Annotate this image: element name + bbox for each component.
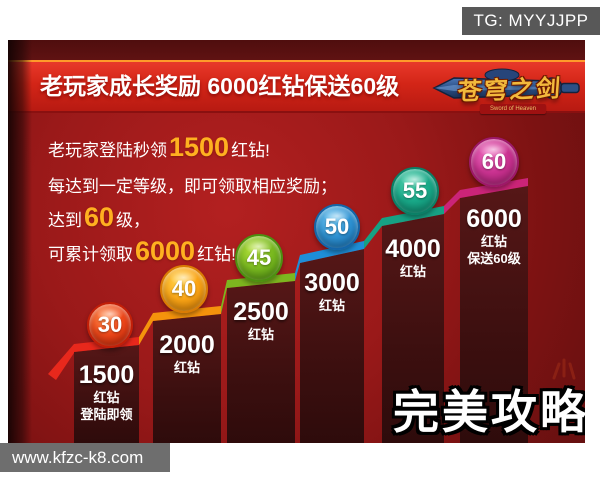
level-ball-45-number: 45 — [246, 245, 272, 270]
step-6-label: 6000 红钻 保送60级 — [460, 206, 528, 267]
promo-line-4-highlight: 6000 — [135, 236, 196, 266]
level-ball-40: 40 — [160, 265, 208, 313]
level-ball-30-number: 30 — [97, 312, 123, 337]
level-ball-30: 30 — [87, 302, 133, 348]
tg-contact-badge: TG: MYYJJPP — [462, 7, 600, 35]
step-1-note: 登陆即领 — [80, 407, 133, 422]
promo-line-4-pre: 可累计领取 — [48, 245, 133, 264]
promo-line-2: 每达到一定等级，即可领取相应奖励； — [48, 172, 337, 197]
level-ball-50: 50 — [314, 204, 360, 250]
level-ball-45: 45 — [235, 234, 283, 282]
step-5-label: 4000 红钻 — [382, 236, 444, 280]
banner-title: 老玩家成长奖励 6000红钻保送60级 — [40, 73, 400, 99]
left-shadow-strip — [8, 40, 32, 443]
promo-poster: 老玩家成长奖励 6000红钻保送60级 苍穹之剑 Sword — [8, 40, 585, 443]
step-1-unit: 红钻 — [93, 390, 120, 405]
tg-contact-label: TG: MYYJJPP — [473, 11, 589, 30]
top-dark-band — [8, 40, 585, 60]
step-5-reward: 4000 — [385, 235, 441, 263]
step-1-label: 1500 红钻 登陆即领 — [74, 362, 139, 423]
step-4-label: 3000 红钻 — [300, 270, 364, 314]
step-1-reward: 1500 — [78, 361, 135, 389]
game-logo: 苍穹之剑 Sword of Heaven — [432, 58, 582, 122]
website-url-badge: www.kfzc-k8.com — [0, 443, 170, 472]
step-3-reward: 2500 — [233, 298, 289, 326]
level-ball-60-number: 60 — [481, 149, 507, 174]
step-6-note: 保送60级 — [467, 251, 521, 266]
promo-line-1-highlight: 1500 — [169, 132, 230, 162]
step-2-unit: 红钻 — [173, 360, 200, 375]
promo-line-3: 达到 60 级， — [48, 202, 337, 233]
promo-text-block: 老玩家登陆秒领 1500 红钻! 每达到一定等级，即可领取相应奖励； 达到 60… — [48, 130, 337, 267]
level-ball-50-number: 50 — [324, 214, 350, 239]
promo-line-1-post: 红钻! — [231, 141, 270, 160]
sword-icon — [432, 68, 580, 99]
promo-line-1-pre: 老玩家登陆秒领 — [48, 141, 167, 160]
step-3-label: 2500 红钻 — [227, 299, 295, 343]
step-5-unit: 红钻 — [399, 264, 426, 279]
step-6-unit: 红钻 — [480, 234, 507, 249]
step-2-label: 2000 红钻 — [153, 332, 221, 376]
title-banner: 老玩家成长奖励 6000红钻保送60级 苍穹之剑 Sword — [8, 60, 585, 114]
burst-icon — [552, 358, 576, 380]
promo-line-4: 可累计领取 6000 红钻! — [48, 236, 337, 267]
step-4-unit: 红钻 — [318, 298, 345, 313]
promo-line-2-text: 每达到一定等级，即可领取相应奖励； — [48, 177, 337, 196]
level-ball-60: 60 — [469, 137, 519, 187]
website-url-label: www.kfzc-k8.com — [12, 447, 144, 467]
game-logo-subtitle: Sword of Heaven — [480, 104, 546, 114]
level-ball-40-number: 40 — [171, 276, 197, 301]
staircase-graphic — [48, 178, 528, 443]
step-4-reward: 3000 — [304, 269, 360, 297]
promo-line-3-pre: 达到 — [48, 211, 82, 230]
promo-line-4-post: 红钻! — [197, 245, 236, 264]
promo-line-3-post: 级， — [116, 211, 151, 230]
step-2-reward: 2000 — [159, 331, 215, 359]
step-6-reward: 6000 — [466, 205, 522, 233]
strategy-watermark: 完美攻略 — [392, 385, 586, 440]
level-ball-55-number: 55 — [402, 178, 428, 203]
promo-line-1: 老玩家登陆秒领 1500 红钻! — [48, 132, 337, 163]
step-3-unit: 红钻 — [247, 327, 274, 342]
promo-line-3-highlight: 60 — [84, 202, 115, 232]
level-ball-55: 55 — [391, 167, 439, 215]
